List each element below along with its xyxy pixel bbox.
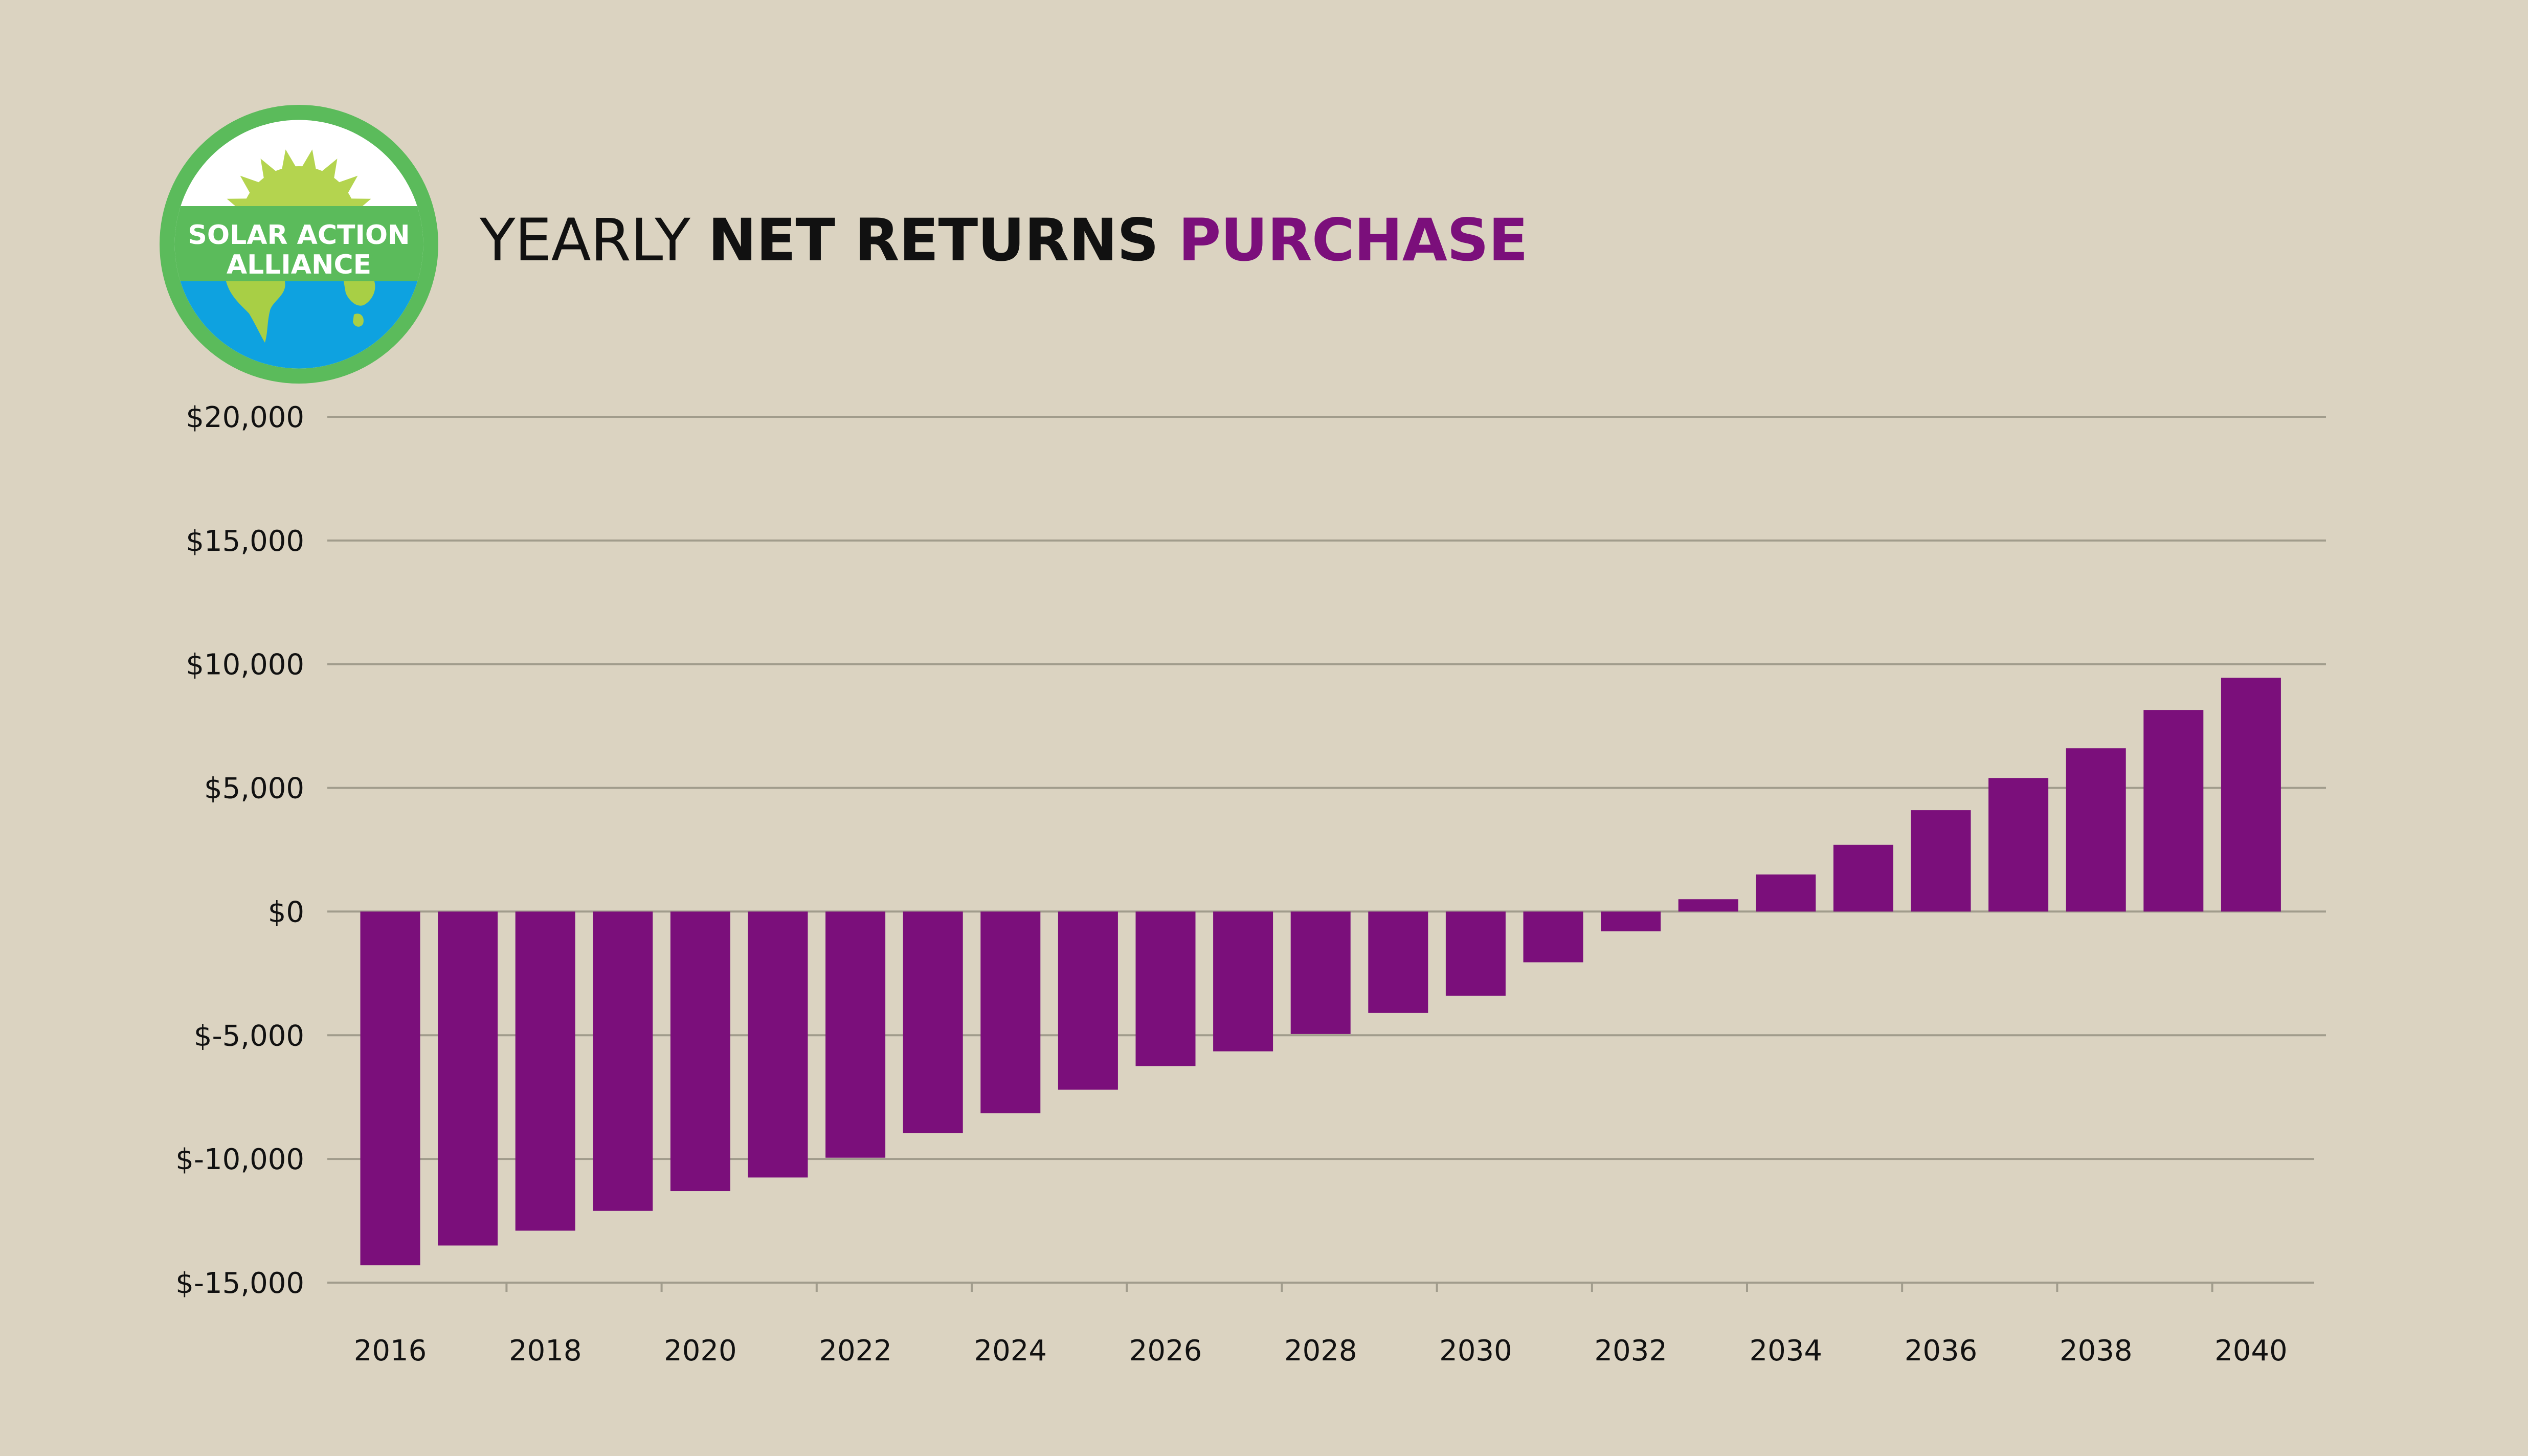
land-left (226, 281, 285, 343)
bar-2034 (1756, 874, 1816, 912)
x-tick-label: 2038 (2060, 1334, 2133, 1368)
bar-2021 (748, 911, 808, 1178)
bar-2037 (1988, 778, 2049, 912)
title-yearly: YEARLY (480, 206, 708, 274)
sun-ray (240, 175, 260, 194)
y-tick-label: $-15,000 (175, 1267, 304, 1300)
bar-2035 (1833, 844, 1893, 912)
x-tick-label: 2016 (354, 1334, 427, 1368)
bar-2026 (1135, 911, 1196, 1066)
title-net-returns: NET RETURNS (708, 206, 1178, 274)
bar-2016 (360, 911, 420, 1266)
x-tick-label: 2024 (974, 1334, 1047, 1368)
bar-2032 (1601, 911, 1661, 932)
bar-2017 (438, 911, 498, 1246)
bar-2025 (1058, 911, 1118, 1090)
bar-2023 (903, 911, 963, 1133)
sun-ray (338, 175, 358, 194)
x-tick-label: 2036 (1905, 1334, 1978, 1368)
chart-title: YEARLY NET RETURNS PURCHASE (480, 202, 1528, 279)
bar-2027 (1213, 911, 1273, 1051)
x-tick-label: 2020 (664, 1334, 737, 1368)
bar-2024 (980, 911, 1041, 1113)
bar-2029 (1368, 911, 1428, 1013)
x-tick-label: 2022 (819, 1334, 892, 1368)
logo-banner (174, 206, 423, 281)
y-tick-label: $0 (268, 895, 304, 929)
title-purchase: PURCHASE (1178, 206, 1528, 274)
sun-ray (301, 149, 317, 171)
sun-ray (260, 159, 277, 180)
x-tick-label: 2034 (1750, 1334, 1823, 1368)
x-tick-label: 2026 (1129, 1334, 1202, 1368)
bar-2033 (1678, 899, 1738, 912)
bar-2040 (2221, 678, 2281, 912)
x-tick-label: 2032 (1594, 1334, 1667, 1368)
sun-ray (321, 159, 338, 180)
logo-text-line2: ALLIANCE (227, 250, 371, 280)
x-tick-label: 2030 (1439, 1334, 1512, 1368)
bar-2039 (2143, 710, 2204, 912)
bar-2030 (1445, 911, 1506, 996)
bar-2018 (515, 911, 575, 1231)
bar-2031 (1523, 911, 1583, 962)
y-tick-label: $10,000 (186, 648, 304, 682)
sun-ray (281, 149, 297, 171)
bar-2036 (1911, 810, 1971, 912)
bar-2022 (825, 911, 886, 1158)
solar-action-alliance-logo: SOLAR ACTION ALLIANCE (160, 105, 438, 384)
bar-2038 (2066, 748, 2126, 912)
y-tick-label: $20,000 (186, 401, 304, 434)
x-tick-label: 2040 (2214, 1334, 2288, 1368)
logo-text-line1: SOLAR ACTION (188, 220, 410, 251)
y-tick-label: $-5,000 (194, 1019, 304, 1052)
y-tick-label: $5,000 (204, 772, 304, 805)
y-tick-label: $15,000 (186, 525, 304, 558)
y-tick-label: $-10,000 (175, 1143, 304, 1176)
x-tick-label: 2028 (1284, 1334, 1357, 1368)
bar-2028 (1290, 911, 1351, 1034)
land-right-lower (353, 313, 364, 327)
land-right (344, 281, 375, 306)
bar-2019 (593, 911, 653, 1211)
x-tick-label: 2018 (509, 1334, 582, 1368)
bar-2020 (670, 911, 730, 1192)
